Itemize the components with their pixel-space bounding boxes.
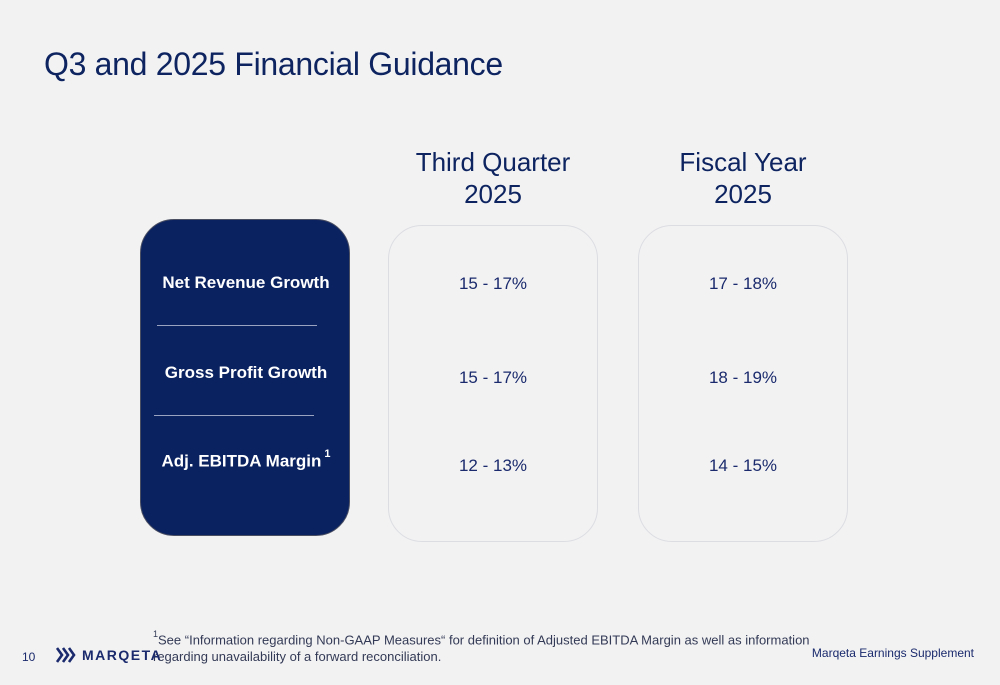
q3-gross-profit-growth-value: 15 - 17% xyxy=(458,368,528,387)
metric-label-net-revenue-growth: Net Revenue Growth xyxy=(141,273,351,293)
fy-net-revenue-growth-value: 17 - 18% xyxy=(708,274,778,293)
fy-adj-ebitda-margin-value: 14 - 15% xyxy=(708,456,778,475)
footnote-number: 1 xyxy=(153,629,159,639)
metric-divider xyxy=(157,325,317,326)
marqeta-chevrons-icon xyxy=(55,646,78,664)
metric-labels-panel: Net Revenue Growth Gross Profit Growth A… xyxy=(140,219,350,536)
page-title: Q3 and 2025 Financial Guidance xyxy=(44,46,503,82)
column-header-q3-line2: 2025 xyxy=(464,179,522,209)
page-number: 10 xyxy=(22,650,36,664)
column-header-fy-line2: 2025 xyxy=(714,179,772,209)
metric-label-gross-profit-growth: Gross Profit Growth xyxy=(141,363,351,383)
footnote-text: See “Information regarding Non-GAAP Meas… xyxy=(153,632,810,665)
column-header-q3: Third Quarter 2025 xyxy=(388,146,598,210)
fy-values-panel: 17 - 18% 18 - 19% 14 - 15% xyxy=(638,225,848,542)
column-header-q3-line1: Third Quarter xyxy=(415,147,571,177)
metric-label-text: Gross Profit Growth xyxy=(164,363,328,382)
logo-text: MARQETA xyxy=(82,647,163,663)
q3-values-panel: 15 - 17% 15 - 17% 12 - 13% xyxy=(388,225,598,542)
fy-gross-profit-growth-value: 18 - 19% xyxy=(708,368,778,387)
column-header-fy-line1: Fiscal Year xyxy=(679,147,807,177)
q3-net-revenue-growth-value: 15 - 17% xyxy=(458,274,528,293)
footnote: 1See “Information regarding Non-GAAP Mea… xyxy=(153,628,813,665)
marqeta-logo: MARQETA xyxy=(55,646,163,664)
document-name: Marqeta Earnings Supplement xyxy=(811,646,974,660)
footnote-marker: 1 xyxy=(324,448,331,460)
metric-label-text: Adj. EBITDA Margin xyxy=(161,451,322,471)
metric-divider xyxy=(154,415,314,416)
q3-adj-ebitda-margin-value: 12 - 13% xyxy=(458,456,528,475)
column-header-fy: Fiscal Year 2025 xyxy=(638,146,848,210)
metric-label-adj-ebitda-margin: Adj. EBITDA Margin 1 xyxy=(141,448,351,472)
metric-label-text: Net Revenue Growth xyxy=(162,273,330,292)
